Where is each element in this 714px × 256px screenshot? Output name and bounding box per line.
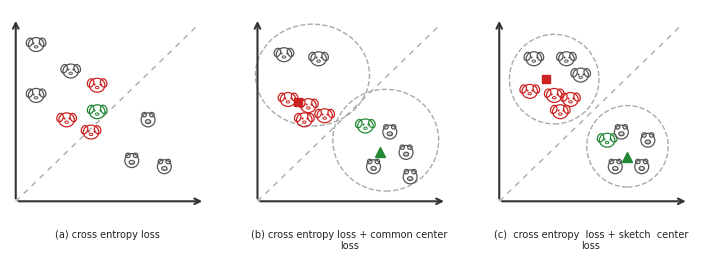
Text: (b) cross entropy loss + common center
loss: (b) cross entropy loss + common center l… [251,230,447,251]
Text: (c)  cross entropy  loss + sketch  center
loss: (c) cross entropy loss + sketch center l… [493,230,688,251]
Text: (a) cross entropy loss: (a) cross entropy loss [55,230,160,240]
